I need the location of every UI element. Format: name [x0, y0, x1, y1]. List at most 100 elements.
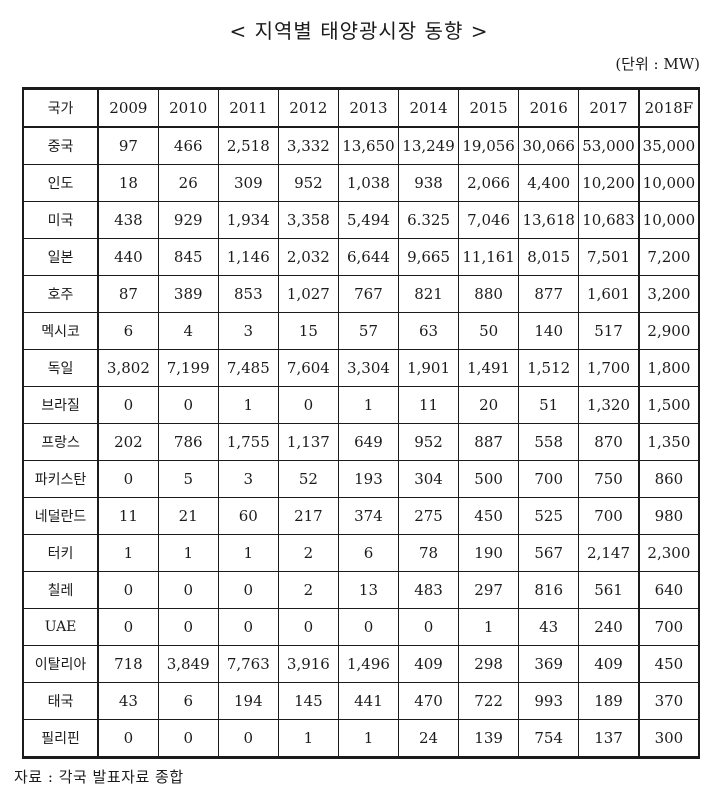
value-cell: 1,320	[578, 386, 640, 424]
value-cell: 0	[97, 386, 159, 424]
value-cell: 309	[217, 164, 279, 202]
value-cell: 4,400	[518, 164, 580, 202]
value-cell: 298	[458, 645, 520, 683]
value-cell: 3,802	[97, 349, 159, 387]
value-cell: 137	[578, 719, 640, 758]
country-cell: 미국	[22, 201, 100, 239]
value-cell: 1	[157, 534, 219, 572]
value-cell: 13,618	[518, 201, 580, 239]
country-cell: 네덜란드	[22, 497, 100, 535]
country-cell: UAE	[22, 608, 100, 646]
value-cell: 374	[337, 497, 400, 535]
value-cell: 767	[337, 275, 400, 313]
value-cell: 1,038	[337, 164, 400, 202]
value-cell: 853	[217, 275, 279, 313]
table-row: 멕시코 6 4 3 15 57 63 50 140 517 2,900	[22, 312, 700, 350]
value-cell: 0	[157, 608, 219, 646]
column-header-year: 2016	[518, 88, 580, 128]
value-cell: 700	[637, 608, 700, 646]
value-cell: 304	[397, 460, 460, 498]
value-cell: 369	[518, 645, 580, 683]
value-cell: 189	[578, 682, 640, 720]
value-cell: 1,496	[337, 645, 400, 683]
value-cell: 0	[277, 386, 339, 424]
value-cell: 1	[97, 534, 159, 572]
value-cell: 0	[277, 608, 339, 646]
value-cell: 5	[157, 460, 219, 498]
country-cell: 태국	[22, 682, 100, 720]
value-cell: 441	[337, 682, 400, 720]
value-cell: 140	[518, 312, 580, 350]
value-cell: 13	[337, 571, 400, 609]
value-cell: 7,763	[217, 645, 279, 683]
value-cell: 1,601	[578, 275, 640, 313]
value-cell: 440	[97, 238, 159, 276]
country-cell: 파키스탄	[22, 460, 100, 498]
value-cell: 1,491	[458, 349, 520, 387]
value-cell: 2,032	[277, 238, 339, 276]
value-cell: 7,604	[277, 349, 339, 387]
value-cell: 1	[458, 608, 520, 646]
value-cell: 1,350	[637, 423, 700, 461]
value-cell: 11	[397, 386, 460, 424]
value-cell: 409	[397, 645, 460, 683]
column-header-year: 2013	[337, 88, 400, 128]
value-cell: 8,015	[518, 238, 580, 276]
value-cell: 993	[518, 682, 580, 720]
value-cell: 7,501	[578, 238, 640, 276]
column-header-year: 2011	[217, 88, 279, 128]
value-cell: 19,056	[458, 126, 520, 165]
value-cell: 1,146	[217, 238, 279, 276]
value-cell: 700	[578, 497, 640, 535]
country-cell: 호주	[22, 275, 100, 313]
value-cell: 3,304	[337, 349, 400, 387]
value-cell: 13,249	[397, 126, 460, 165]
value-cell: 87	[97, 275, 159, 313]
value-cell: 1,934	[217, 201, 279, 239]
table-body: 중국 97 466 2,518 3,332 13,650 13,249 19,056 30,06…	[22, 126, 700, 758]
value-cell: 0	[97, 571, 159, 609]
value-cell: 10,000	[637, 164, 700, 202]
column-header-year: 2014	[397, 88, 460, 128]
table-row: 중국 97 466 2,518 3,332 13,650 13,249 19,056 30,06…	[22, 126, 700, 165]
country-cell: 칠레	[22, 571, 100, 609]
value-cell: 202	[97, 423, 159, 461]
value-cell: 10,683	[578, 201, 640, 239]
value-cell: 466	[157, 126, 219, 165]
country-cell: 일본	[22, 238, 100, 276]
value-cell: 30,066	[518, 126, 580, 165]
value-cell: 370	[637, 682, 700, 720]
value-cell: 877	[518, 275, 580, 313]
table-row: 칠레 0 0 0 2 13 483 297 816 561 640	[22, 571, 700, 609]
value-cell: 1	[217, 386, 279, 424]
value-cell: 43	[97, 682, 159, 720]
value-cell: 240	[578, 608, 640, 646]
value-cell: 190	[458, 534, 520, 572]
country-cell: 프랑스	[22, 423, 100, 461]
value-cell: 500	[458, 460, 520, 498]
value-cell: 0	[397, 608, 460, 646]
value-cell: 78	[397, 534, 460, 572]
value-cell: 9,665	[397, 238, 460, 276]
value-cell: 6	[337, 534, 400, 572]
value-cell: 525	[518, 497, 580, 535]
column-header-year: 2017	[578, 88, 640, 128]
value-cell: 13,650	[337, 126, 400, 165]
value-cell: 470	[397, 682, 460, 720]
value-cell: 821	[397, 275, 460, 313]
value-cell: 10,200	[578, 164, 640, 202]
value-cell: 194	[217, 682, 279, 720]
value-cell: 26	[157, 164, 219, 202]
value-cell: 2,147	[578, 534, 640, 572]
value-cell: 52	[277, 460, 339, 498]
value-cell: 60	[217, 497, 279, 535]
value-cell: 6	[157, 682, 219, 720]
value-cell: 1,700	[578, 349, 640, 387]
value-cell: 952	[277, 164, 339, 202]
value-cell: 3,332	[277, 126, 339, 165]
column-header-year: 2015	[458, 88, 520, 128]
value-cell: 1,137	[277, 423, 339, 461]
table-header-row: 국가 2009 2010 2011 2012 2013 2014 2015 2016 2017 20…	[22, 88, 700, 128]
value-cell: 2,300	[637, 534, 700, 572]
